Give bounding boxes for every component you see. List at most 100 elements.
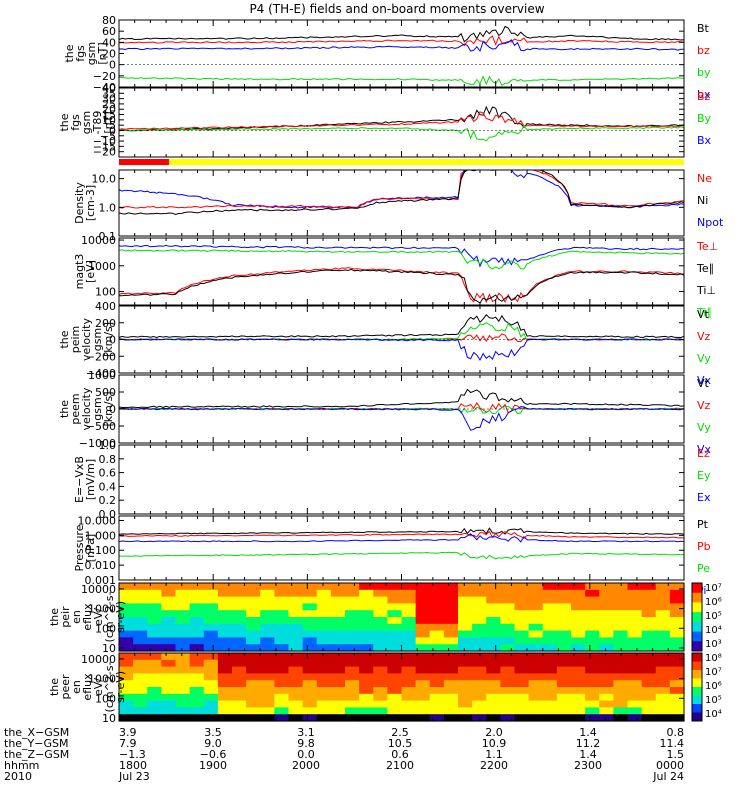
heatmap-cell <box>571 673 586 681</box>
heatmap-cell <box>330 596 346 604</box>
heatmap-cell <box>429 680 445 688</box>
heatmap-cell <box>627 596 643 604</box>
heatmap-cell <box>175 596 191 604</box>
y-axis-label-line: magt3 <box>73 254 86 290</box>
y-axis-label-line: the <box>58 400 71 418</box>
heatmap-cell <box>260 680 275 688</box>
heatmap-cell <box>655 693 671 702</box>
y-axis-label: E=−VxB[mV/m] <box>73 456 97 503</box>
heatmap-cell <box>613 617 629 625</box>
heatmap-cell <box>189 637 205 645</box>
heatmap-cell <box>500 693 516 702</box>
heatmap-cell <box>542 583 558 591</box>
legend-Bx: Bx <box>697 134 712 147</box>
heatmap-cell <box>260 687 275 695</box>
heatmap-cell <box>274 693 290 702</box>
heatmap-cell <box>556 637 572 645</box>
heatmap-cell <box>641 589 657 598</box>
colorbar-segment <box>692 592 702 603</box>
legend-Te⊥: Te⊥ <box>696 240 718 253</box>
heatmap-cell <box>415 630 431 638</box>
y-tick-label: 200 <box>95 317 116 330</box>
heatmap-cell <box>401 714 417 722</box>
heatmap-cell <box>203 714 219 722</box>
heatmap-cell <box>542 596 558 604</box>
heatmap-cell <box>203 659 219 668</box>
heatmap-cell <box>387 589 403 598</box>
heatmap-cell <box>571 617 586 625</box>
colorbar-tick-label: 10⁴ <box>705 709 722 720</box>
heatmap-cell <box>627 637 643 645</box>
heatmap-cell <box>387 583 403 591</box>
colorbar-tick-label: 10⁸ <box>705 653 722 664</box>
heatmap-cell <box>542 610 558 618</box>
orbit-value: Jul 23 <box>118 770 150 783</box>
heatmap-cell <box>542 589 558 598</box>
y-axis-label-line: the <box>58 330 71 348</box>
heatmap-cell <box>175 653 191 661</box>
heatmap-cell <box>387 687 403 695</box>
heatmap-cell <box>401 700 417 708</box>
heatmap-cell <box>655 589 671 598</box>
heatmap-cell <box>133 653 148 661</box>
heatmap-cell <box>415 596 431 604</box>
heatmap-cell <box>217 687 233 695</box>
heatmap-cell <box>599 700 614 708</box>
heatmap-cell <box>119 644 134 652</box>
orbit-row-label: hhmm <box>4 759 39 772</box>
heatmap-cell <box>429 596 445 604</box>
heatmap-cell <box>443 637 459 645</box>
heatmap-cell <box>316 589 332 598</box>
heatmap-cell <box>316 623 332 632</box>
heatmap-cell <box>599 707 614 715</box>
y-tick-label: 0 <box>109 403 116 416</box>
heatmap-cell <box>415 589 431 598</box>
heatmap-cell <box>571 700 586 708</box>
heatmap-cell <box>302 700 318 708</box>
heatmap-cell <box>260 623 275 632</box>
colorbar-tick-label: 10⁷ <box>705 667 722 678</box>
legend-Bz: Bz <box>697 90 711 103</box>
heatmap-cell <box>514 653 530 661</box>
heatmap-cell <box>514 700 530 708</box>
heatmap-cell <box>260 589 275 598</box>
heatmap-cell <box>613 687 629 695</box>
y-tick-label: 0.0 <box>99 508 117 521</box>
heatmap-cell <box>627 630 643 638</box>
heatmap-cell <box>373 653 388 661</box>
heatmap-cell <box>373 630 388 638</box>
heatmap-cell <box>401 630 417 638</box>
heatmap-cell <box>443 707 459 715</box>
legend-Ni: Ni <box>697 194 708 207</box>
heatmap-cell <box>528 630 544 638</box>
heatmap-cell <box>274 666 290 674</box>
heatmap-cell <box>443 693 459 702</box>
heatmap-cell <box>655 596 671 604</box>
heatmap-cell <box>232 714 247 722</box>
heatmap-cell <box>401 653 417 661</box>
colorbar-segment <box>692 704 702 713</box>
y-tick-label: 0.010 <box>85 559 117 572</box>
heatmap-cell <box>542 707 558 715</box>
heatmap-cell <box>345 610 360 618</box>
y-axis-label-line: peer <box>59 674 72 700</box>
heatmap-cell <box>627 680 643 688</box>
heatmap-cell <box>387 700 403 708</box>
heatmap-cell <box>232 637 247 645</box>
heatmap-cell <box>528 659 544 668</box>
heatmap-cell <box>232 623 247 632</box>
y-axis-label-line: velocity <box>80 387 93 430</box>
y-axis-label-line: gsm <box>80 111 93 134</box>
heatmap-cell <box>246 693 261 702</box>
heatmap-cell <box>458 603 473 611</box>
heatmap-cell <box>316 673 332 681</box>
heatmap-cell <box>613 680 629 688</box>
heatmap-cell <box>655 700 671 708</box>
heatmap-cell <box>401 687 417 695</box>
heatmap-cell <box>316 617 332 625</box>
heatmap-cell <box>119 637 134 645</box>
heatmap-cell <box>189 610 205 618</box>
heatmap-cell <box>302 630 318 638</box>
